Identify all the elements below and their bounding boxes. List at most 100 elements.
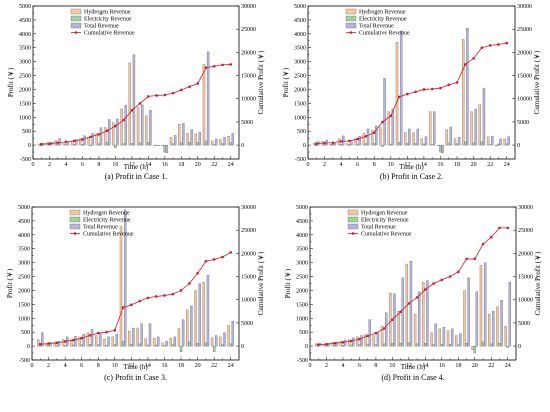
hydrogen-bar [356, 336, 359, 347]
electricity-bar [81, 144, 84, 146]
cumulative-point [97, 133, 101, 136]
hydrogen-bar [62, 143, 66, 146]
left-tick-label: 5000 [18, 205, 30, 211]
hydrogen-bar [37, 339, 40, 347]
hydrogen-bar [161, 342, 164, 347]
total-bar [449, 126, 453, 146]
cumulative-point [63, 340, 67, 343]
total-bar [149, 110, 152, 146]
hydrogen-bar [194, 133, 197, 146]
total-bar [492, 311, 495, 347]
electricity-bar [130, 344, 133, 347]
total-bar [132, 327, 135, 347]
cumulative-point [399, 310, 402, 314]
left-tick-label: 3000 [19, 60, 31, 66]
hydrogen-bar [463, 290, 466, 347]
x-tick-label: 18 [178, 363, 184, 369]
total-bar [450, 328, 454, 347]
left-axis-title: Profit (￥) [282, 67, 290, 97]
x-tick-label: 10 [388, 162, 394, 168]
cumulative-point [138, 102, 142, 105]
electricity-bar [431, 144, 434, 146]
hydrogen-bar [313, 142, 316, 146]
x-tick-label: 14 [145, 162, 151, 168]
cumulative-point [130, 109, 134, 112]
electricity-bar [171, 344, 174, 347]
x-tick-label: 18 [454, 162, 460, 168]
cumulative-point [464, 63, 467, 66]
chart-panel-2: -500050010001500200025003000350040004500… [282, 4, 541, 181]
total-bar [343, 339, 347, 347]
x-tick-label: 10 [389, 363, 395, 369]
total-bar [231, 133, 234, 146]
x-tick-label: 18 [178, 162, 184, 168]
cumulative-point [212, 258, 216, 261]
total-bar [99, 127, 103, 146]
total-bar [401, 277, 404, 347]
total-bar [467, 277, 470, 347]
hydrogen-bar [169, 137, 173, 146]
cumulative-point [448, 275, 452, 278]
electricity-bar [406, 143, 409, 146]
electricity-bar [490, 343, 493, 347]
electricity-bar [348, 144, 351, 146]
total-bar [198, 132, 202, 146]
left-tick-label: 2000 [18, 288, 30, 294]
electricity-bar [422, 143, 426, 146]
electricity-bar [350, 344, 353, 347]
electricity-bar [105, 142, 109, 146]
hydrogen-bar [227, 136, 230, 146]
hydrogen-bar [437, 144, 440, 146]
cumulative-point [372, 131, 376, 134]
right-tick-label: 15000 [518, 275, 533, 281]
right-tick-label: 25000 [518, 228, 533, 234]
left-tick-label: 1500 [19, 101, 31, 107]
electricity-bar [455, 143, 459, 146]
total-bar [190, 305, 193, 347]
x-tick-label: 6 [356, 162, 359, 168]
cumulative-point [96, 331, 100, 335]
electricity-bar [113, 344, 116, 347]
cumulative-point [171, 91, 175, 95]
legend-label-cumulative: Cumulative Revenue [84, 31, 135, 37]
left-tick-label: 4500 [294, 18, 306, 24]
cumulative-point [506, 226, 510, 230]
cumulative-point [414, 90, 417, 94]
electricity-bar [315, 144, 318, 146]
cumulative-point [39, 142, 43, 146]
cumulative-point [188, 85, 191, 88]
total-bar [457, 137, 461, 146]
total-bar [173, 135, 177, 146]
electricity-bar [180, 142, 183, 146]
total-bar [223, 137, 226, 146]
cumulative-point [480, 46, 484, 50]
cumulative-point [473, 257, 477, 261]
hydrogen-bar [136, 327, 139, 347]
right-tick-label: 30000 [517, 4, 532, 10]
total-bar [99, 332, 102, 347]
cumulative-point [179, 289, 183, 292]
cumulative-line [40, 252, 231, 345]
electricity-bar [339, 144, 343, 146]
x-axis-title: Time (h) [123, 363, 148, 371]
x-tick-label: 8 [97, 162, 100, 168]
right-tick-label: 10000 [517, 97, 532, 103]
legend-swatch-electricity [345, 15, 357, 22]
left-tick-label: 5000 [19, 4, 31, 10]
left-tick-label: 4000 [19, 32, 31, 38]
hydrogen-bar [496, 306, 499, 347]
cumulative-point [488, 44, 492, 47]
cumulative-point [364, 134, 368, 138]
total-bar [58, 138, 61, 146]
cumulative-point [457, 270, 460, 274]
electricity-bar [448, 344, 452, 347]
total-bar [409, 261, 413, 347]
x-tick-label: 6 [358, 363, 361, 369]
electricity-bar [364, 143, 368, 146]
electricity-bar [488, 144, 492, 146]
cumulative-point [147, 95, 150, 98]
cumulative-point [48, 142, 51, 145]
total-bar [475, 291, 479, 347]
cumulative-point [155, 94, 158, 97]
left-tick-label: 3000 [294, 60, 306, 66]
